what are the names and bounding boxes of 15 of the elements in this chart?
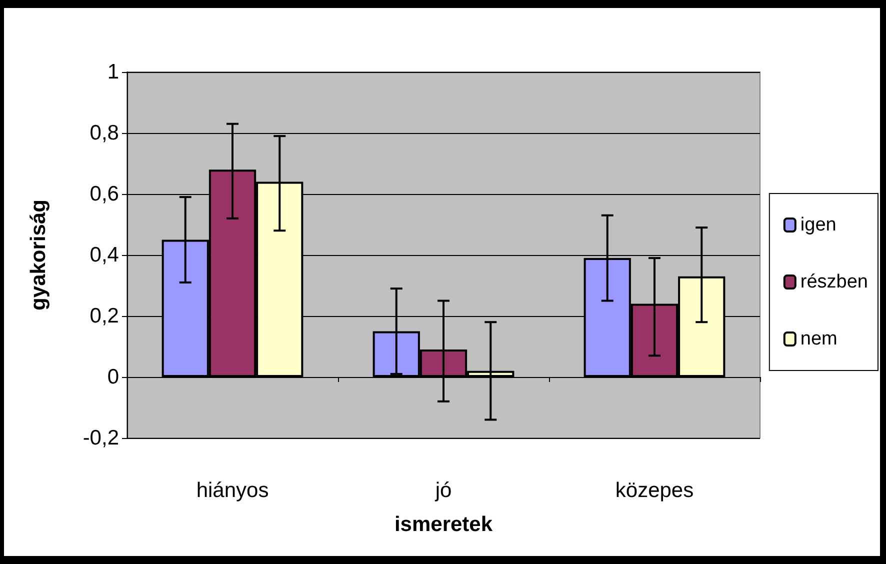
x-tick-label: közepes <box>615 479 694 502</box>
y-tick-label: 0,4 <box>90 244 120 266</box>
legend-label: nem <box>800 328 838 350</box>
legend-label: részben <box>800 272 868 292</box>
legend-label: igen <box>800 214 836 236</box>
y-tick-label: 0,6 <box>90 182 119 206</box>
x-tick-label: hiányos <box>196 479 269 502</box>
x-axis-title: ismeretek <box>394 513 493 536</box>
x-tick-label: jó <box>434 479 452 502</box>
y-tick-label: 0,2 <box>90 304 119 328</box>
y-tick-label: 1 <box>107 60 119 84</box>
y-tick-label: 0,8 <box>90 122 119 144</box>
y-tick-label: 0 <box>107 366 119 388</box>
y-axis-title: gyakoriság <box>27 200 50 310</box>
y-tick-label: -0,2 <box>82 426 119 450</box>
